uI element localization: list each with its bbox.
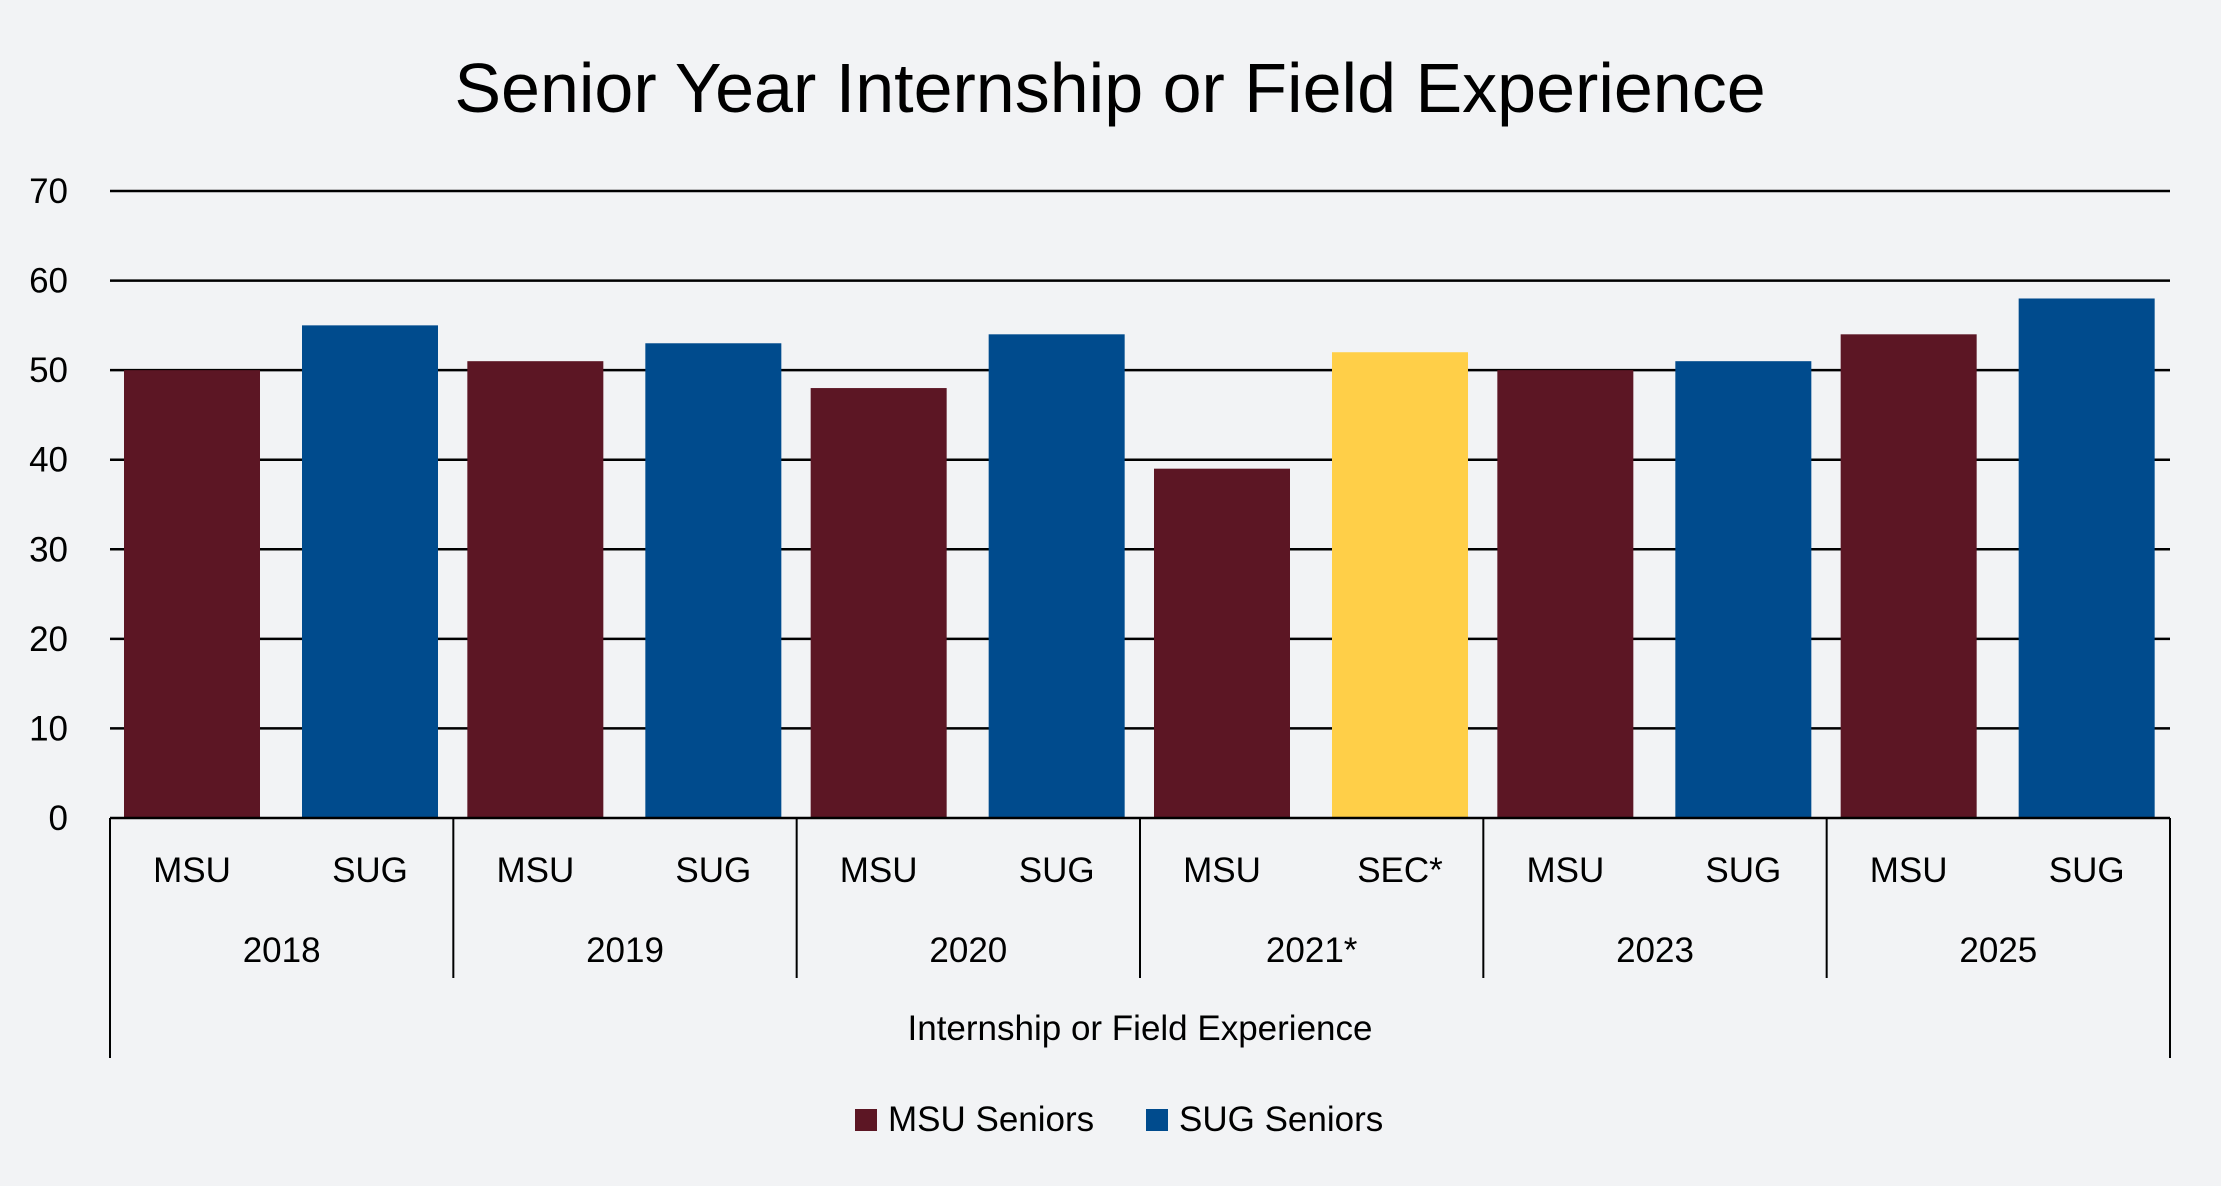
x-category-label: SUG xyxy=(332,851,408,890)
y-tick-label: 70 xyxy=(29,172,68,211)
bar-2020-msu xyxy=(810,388,947,818)
legend-label-msu: MSU Seniors xyxy=(888,1100,1094,1139)
legend: MSU Seniors SUG Seniors xyxy=(855,1100,1383,1139)
bar-2021-msu xyxy=(1154,468,1290,818)
x-year-label: 2023 xyxy=(1616,931,1694,970)
x-category-label: MSU xyxy=(1183,851,1261,890)
bar-2019-sug xyxy=(645,343,782,818)
x-category-label: SUG xyxy=(675,851,751,890)
bar-2018-sug xyxy=(302,325,438,818)
bar-2023-msu xyxy=(1497,370,1634,818)
x-category-label: SUG xyxy=(1019,851,1095,890)
bars xyxy=(124,298,2155,818)
x-year-label: 2018 xyxy=(243,931,321,970)
y-tick-label: 30 xyxy=(29,530,68,569)
x-category-label: MSU xyxy=(1526,851,1604,890)
x-category-label: SUG xyxy=(1705,851,1781,890)
y-tick-label: 40 xyxy=(29,441,68,480)
bar-2023-sug xyxy=(1675,361,1812,818)
legend-label-sug: SUG Seniors xyxy=(1179,1100,1383,1139)
y-tick-label: 0 xyxy=(49,799,68,838)
bar-2025-sug xyxy=(2018,298,2155,818)
x-category-label: MSU xyxy=(496,851,574,890)
legend-swatch-sug xyxy=(1146,1109,1168,1131)
bar-2021-sec xyxy=(1332,352,1468,818)
gridlines xyxy=(110,189,2170,730)
y-tick-label: 20 xyxy=(29,620,68,659)
x-year-label: 2021* xyxy=(1266,931,1358,970)
x-year-label: 2020 xyxy=(929,931,1007,970)
y-tick-label: 50 xyxy=(29,351,68,390)
y-tick-label: 60 xyxy=(29,262,68,301)
x-category-label: MSU xyxy=(153,851,231,890)
y-axis: 0 10 20 30 40 50 60 70 xyxy=(29,172,68,838)
x-year-label: 2019 xyxy=(586,931,664,970)
bar-2018-msu xyxy=(124,370,260,818)
x-category-label: SUG xyxy=(2049,851,2125,890)
bar-2025-msu xyxy=(1840,334,1977,818)
x-category-label: MSU xyxy=(840,851,918,890)
x-year-label: 2025 xyxy=(1959,931,2037,970)
chart-title: Senior Year Internship or Field Experien… xyxy=(454,49,1765,127)
y-tick-label: 10 xyxy=(29,709,68,748)
x-category-label: MSU xyxy=(1870,851,1948,890)
x-axis: MSU SUG 2018 MSU SUG 2019 MSU SUG 2020 MSU SEC* 202… xyxy=(109,816,2171,1058)
x-axis-title: Internship or Field Experience xyxy=(908,1009,1373,1048)
legend-swatch-msu xyxy=(855,1109,877,1131)
bar-2019-msu xyxy=(467,361,604,818)
x-category-label: SEC* xyxy=(1357,851,1443,890)
bar-2020-sug xyxy=(988,334,1125,818)
